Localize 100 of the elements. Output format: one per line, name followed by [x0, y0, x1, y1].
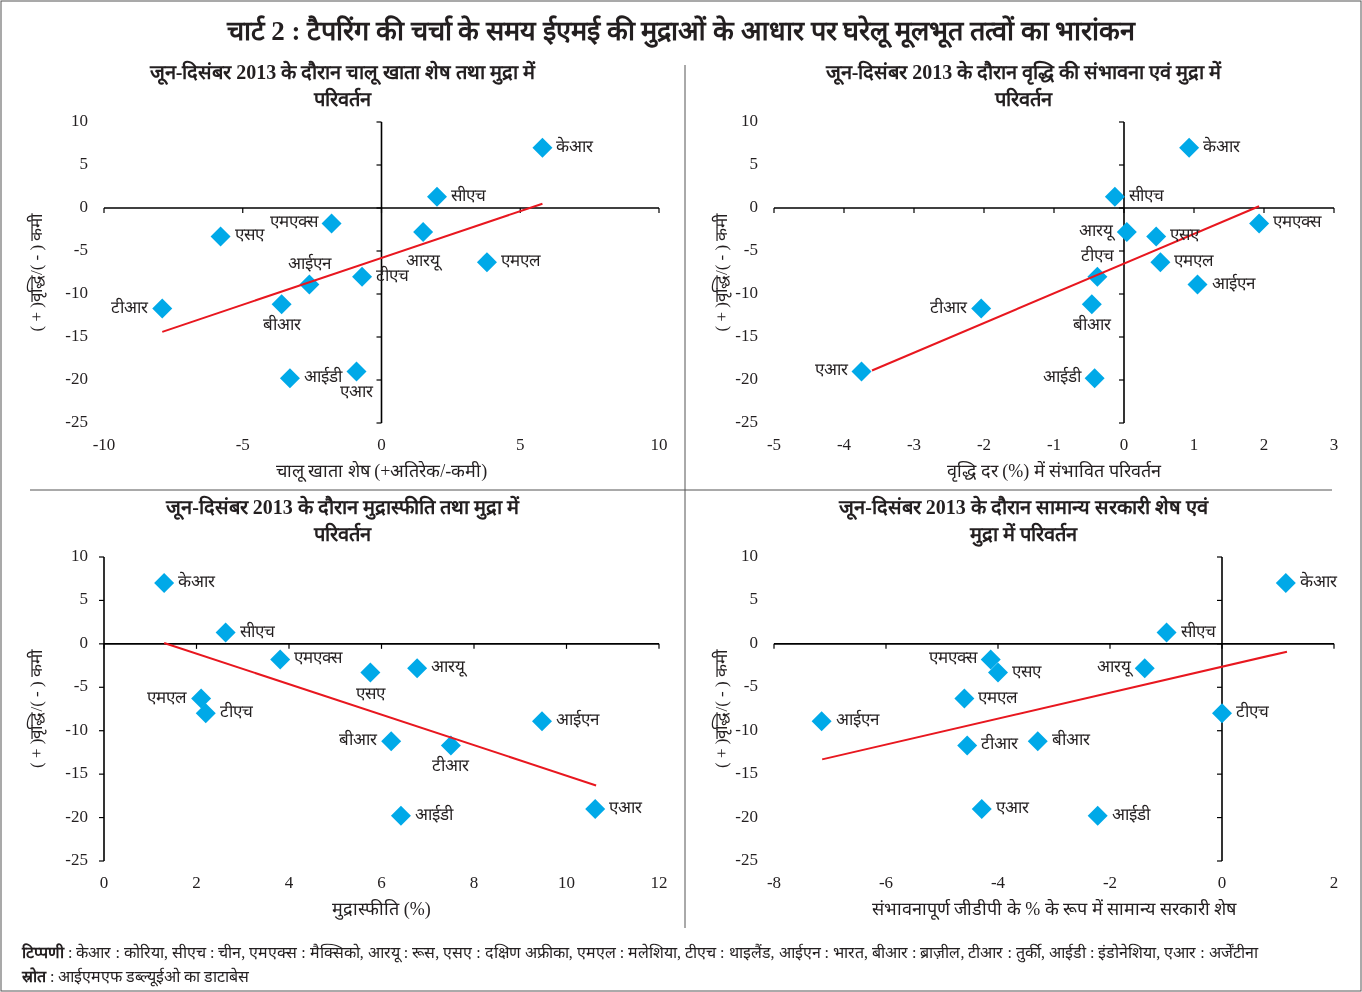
chart-title: जून-दिसंबर 2013 के दौरान चालू खाता शेष तथा मुद्रा में परिवर्तन: [148, 59, 537, 110]
annotation: एमएल: [147, 687, 188, 707]
point: [954, 688, 975, 709]
x-tick-label: 12: [650, 872, 668, 892]
point: [476, 252, 497, 273]
x-tick-label: 2: [192, 872, 201, 892]
y-axis-title: ( + )वृद्धि/( - ) कमी: [25, 649, 47, 768]
annotation: एसए: [234, 225, 265, 245]
annotation: आईएन: [835, 709, 880, 730]
point: [270, 649, 291, 670]
point: [407, 658, 428, 679]
point: [1275, 573, 1296, 594]
y-tick-label: -10: [65, 719, 88, 739]
annotation: सीएच: [451, 184, 487, 205]
y-tick-label: -15: [735, 763, 758, 783]
y-tick-label: -5: [73, 676, 88, 696]
y-tick-label: 5: [749, 153, 758, 173]
x-tick-label: -2: [1102, 872, 1118, 892]
annotation: आईडी: [303, 366, 343, 387]
annotation: आरयू: [1078, 220, 1116, 241]
x-axis-title: चालू खाता शेष (+अतिरेक/-कमी): [275, 460, 488, 483]
annotation: टीआर: [981, 733, 1020, 754]
text: चार्ट 2 : टैपरिंग की चर्चा के समय ईएमई की मुद्राओं के आधार पर घरेलू मूलभूत तत्वों का भारांकन: [225, 15, 1137, 50]
point: [1187, 274, 1208, 295]
point: [321, 213, 342, 234]
annotation: बीआर: [339, 729, 379, 750]
y-tick-label: 10: [741, 545, 758, 565]
annotation: एमएल: [1174, 251, 1215, 271]
point: [988, 662, 1008, 683]
annotation: केआर: [556, 135, 595, 156]
annotation: बीआर: [1051, 729, 1091, 750]
annotation: बीआर: [262, 314, 302, 335]
y-tick-label: -5: [73, 239, 88, 259]
chart-title: जून-दिसंबर 2013 के दौरान मुद्रास्फीति तथा मुद्रा में परिवर्तन: [165, 494, 520, 545]
chart-title: जून-दिसंबर 2013 के दौरान वृद्धि की संभावना एवं मुद्रा में परिवर्तन: [824, 59, 1223, 110]
annotation: आईएन: [1211, 272, 1256, 293]
annotation: एआर: [995, 797, 1030, 817]
x-tick-label: 3: [1329, 434, 1339, 454]
y-tick-label: -20: [65, 368, 88, 388]
point: [360, 662, 381, 683]
annotation: एमएक्स: [1273, 212, 1323, 232]
point: [154, 573, 175, 594]
x-tick-label: 1: [1189, 434, 1199, 454]
point: [532, 137, 553, 158]
point: [1087, 805, 1108, 826]
x-tick-label: 2: [1259, 434, 1269, 454]
point: [279, 368, 300, 389]
annotation: आईडी: [414, 803, 454, 824]
point: [1116, 222, 1137, 243]
y-tick-label: -10: [65, 282, 88, 302]
y-axis-title: ( + )वृद्धि/( - ) कमी: [710, 649, 732, 768]
x-tick-label: 10: [558, 872, 575, 892]
y-tick-label: -5: [743, 676, 758, 696]
annotation: आरयू: [431, 657, 469, 678]
point: [152, 298, 173, 319]
point: [427, 186, 447, 207]
x-tick-label: 0: [1119, 434, 1129, 454]
annotation: सीएच: [1180, 620, 1217, 641]
y-tick-label: -20: [735, 806, 758, 826]
y-tick-label: -25: [65, 849, 88, 869]
annotation: केआर: [1299, 570, 1338, 591]
annotation: एआर: [609, 797, 644, 817]
x-tick-label: -6: [878, 872, 894, 892]
annotation: टीएच: [219, 701, 254, 722]
point: [1156, 622, 1177, 643]
chart-title: जून-दिसंबर 2013 के दौरान सामान्य सरकारी शेष एवं मुद्रा में परिवर्तन: [838, 494, 1209, 547]
y-axis-title: ( + )वृद्धि/( - ) कमी: [710, 212, 732, 332]
annotation: एसए: [1012, 661, 1042, 681]
point: [1249, 213, 1270, 234]
x-tick-label: -5: [235, 434, 250, 454]
y-tick-label: -15: [65, 325, 88, 345]
x-tick-label: -4: [836, 434, 852, 454]
text: स्रोत : आईएमएफ डब्ल्यूईओ का डाटाबेस: [21, 966, 251, 987]
y-tick-label: 10: [71, 545, 88, 565]
annotation: आरयू: [1096, 657, 1134, 678]
point: [957, 735, 978, 756]
x-tick-label: -1: [1046, 434, 1062, 454]
point: [1081, 294, 1102, 315]
annotation: टीआर: [111, 296, 150, 317]
point: [585, 798, 606, 819]
point: [1179, 137, 1200, 158]
y-tick-label: -25: [65, 411, 88, 431]
x-tick-label: 0: [1217, 872, 1227, 892]
x-tick-label: -8: [766, 872, 782, 892]
point: [352, 266, 373, 287]
x-tick-label: 6: [377, 872, 386, 892]
y-axis-title: ( + )वृद्धि/( - ) कमी: [25, 212, 47, 332]
x-tick-label: 0: [99, 872, 109, 892]
annotation: एआर: [340, 382, 375, 402]
y-tick-label: 10: [71, 110, 88, 130]
annotation: टीआर: [930, 296, 969, 317]
x-axis-title: मुद्रास्फीति (%): [332, 898, 431, 921]
y-tick-label: -15: [65, 763, 88, 783]
y-tick-label: 0: [749, 632, 758, 652]
x-tick-label: -5: [766, 434, 782, 454]
y-tick-label: 5: [79, 153, 88, 173]
annotation: एसए: [355, 683, 386, 703]
annotation: केआर: [1203, 135, 1242, 156]
x-axis-title: वृद्धि दर (%) में संभावित परिवर्तन: [947, 460, 1162, 483]
point: [413, 222, 434, 243]
